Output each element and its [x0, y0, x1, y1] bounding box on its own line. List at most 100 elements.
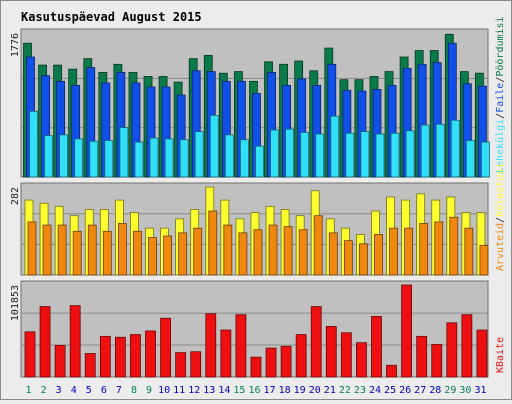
bar-kbytes-day-26 [401, 284, 413, 378]
bar-leheklgi-day-26 [405, 130, 415, 178]
day-label: 7 [116, 385, 122, 396]
bar-arvuteid-day-28 [434, 221, 444, 276]
bar-arvuteid-day-4 [72, 230, 82, 276]
bar-leheklgi-day-31 [481, 141, 490, 178]
bar-leheklgi-day-30 [465, 140, 475, 178]
day-label: 31 [474, 385, 486, 396]
day-label: 11 [173, 385, 185, 396]
day-label: 19 [294, 385, 306, 396]
bar-leheklgi-day-25 [390, 132, 400, 178]
y-tick-max-hits: 1776 [10, 33, 21, 57]
bar-arvuteid-day-5 [87, 224, 97, 276]
legend-hits-panel: Lehekülgi/Faile/Pöördumisi [495, 16, 506, 173]
bar-kbytes-day-31 [476, 329, 488, 378]
bar-leheklgi-day-10 [164, 138, 174, 178]
bar-leheklgi-day-2 [44, 135, 53, 178]
legend-text: KBaite [495, 337, 506, 373]
bar-leheklgi-day-6 [104, 140, 114, 178]
bar-arvuteid-day-18 [283, 226, 293, 276]
bar-arvuteid-day-20 [313, 215, 323, 276]
bar-arvuteid-day-26 [404, 227, 414, 276]
bar-kbytes-day-14 [220, 329, 232, 378]
bar-kbytes-day-18 [280, 345, 292, 378]
bar-leheklgi-day-8 [134, 141, 144, 178]
bar-arvuteid-day-25 [389, 227, 398, 276]
legend-entry-klastusi: Külastusi [495, 163, 506, 217]
bar-arvuteid-day-10 [163, 235, 172, 276]
bar-kbytes-day-12 [190, 351, 202, 378]
bar-kbytes-day-7 [114, 336, 126, 378]
day-label: 1 [26, 385, 32, 396]
day-label: 6 [101, 385, 107, 396]
bar-leheklgi-day-4 [74, 138, 84, 178]
bar-arvuteid-day-14 [223, 224, 233, 276]
kbytes-panel: 101853 [10, 280, 489, 378]
day-label: 28 [429, 385, 441, 396]
legend-text: Arvuteid/Külastusi [495, 163, 506, 271]
bar-kbytes-day-8 [130, 334, 141, 378]
bar-leheklgi-day-29 [450, 119, 460, 178]
bar-leheklgi-day-7 [119, 127, 129, 178]
legend-entry-kbaite: KBaite [495, 337, 506, 373]
bar-arvuteid-day-19 [298, 229, 308, 276]
bar-kbytes-day-2 [39, 306, 51, 378]
day-label: 18 [279, 385, 291, 396]
legend-visits-panel: Arvuteid/Külastusi [495, 163, 506, 271]
day-label: 5 [86, 385, 92, 396]
bar-arvuteid-day-13 [208, 210, 218, 276]
day-label: 21 [324, 385, 336, 396]
bar-kbytes-day-16 [250, 356, 262, 378]
bar-arvuteid-day-24 [374, 234, 383, 276]
bar-kbytes-day-28 [431, 344, 443, 378]
day-labels: 1 2 3 4 5 6 7 8 9 10 11 12 13 14 15 16 17 18 19 20 21 22 23 24 2… [26, 385, 487, 396]
day-label: 17 [264, 385, 276, 396]
bar-leheklgi-day-22 [345, 132, 355, 178]
legend-text: Lehekülgi/Faile/Pöördumisi [495, 16, 506, 173]
bar-leheklgi-day-23 [360, 131, 370, 178]
bar-arvuteid-day-7 [117, 223, 127, 276]
bar-arvuteid-day-12 [193, 227, 203, 276]
bar-leheklgi-day-17 [270, 129, 279, 178]
day-label: 20 [309, 385, 321, 396]
bar-kbytes-day-11 [175, 352, 187, 378]
bar-arvuteid-day-3 [57, 224, 67, 276]
day-label: 23 [354, 385, 366, 396]
day-label: 3 [56, 385, 62, 396]
bar-arvuteid-day-22 [343, 240, 353, 276]
bar-arvuteid-day-30 [464, 227, 474, 276]
legend-separator: / [495, 77, 506, 83]
day-label: 29 [444, 385, 456, 396]
bar-leheklgi-day-28 [435, 123, 445, 178]
day-label: 13 [203, 385, 215, 396]
chart-title: Kasutuspäevad August 2015 [21, 10, 202, 24]
visits-panel: 282 [10, 182, 489, 276]
bar-kbytes-day-9 [145, 330, 156, 378]
bar-kbytes-day-21 [325, 326, 337, 378]
day-label: 2 [41, 385, 47, 396]
bar-arvuteid-day-1 [27, 221, 37, 276]
day-label: 12 [188, 385, 200, 396]
bar-leheklgi-day-1 [29, 110, 38, 178]
bar-leheklgi-day-9 [149, 137, 159, 178]
bar-kbytes-day-30 [461, 314, 473, 378]
bar-kbytes-day-23 [356, 342, 367, 378]
bar-kbytes-day-17 [265, 347, 277, 378]
day-label: 16 [248, 385, 260, 396]
day-label: 4 [71, 385, 77, 396]
day-label: 9 [146, 385, 152, 396]
bar-arvuteid-day-6 [102, 230, 112, 276]
day-label: 10 [158, 385, 170, 396]
bar-arvuteid-day-9 [148, 237, 157, 276]
bar-arvuteid-day-11 [178, 232, 188, 276]
day-label: 14 [218, 385, 230, 396]
bar-kbytes-day-27 [416, 335, 428, 378]
bar-leheklgi-day-18 [285, 128, 294, 178]
day-label: 27 [414, 385, 426, 396]
bar-arvuteid-day-31 [479, 244, 489, 276]
bar-arvuteid-day-8 [133, 230, 142, 276]
bar-kbytes-day-15 [235, 314, 247, 378]
bar-kbytes-day-25 [386, 364, 397, 378]
bar-kbytes-day-5 [84, 353, 96, 378]
bar-arvuteid-day-15 [238, 232, 248, 276]
legend-separator: / [495, 217, 506, 223]
